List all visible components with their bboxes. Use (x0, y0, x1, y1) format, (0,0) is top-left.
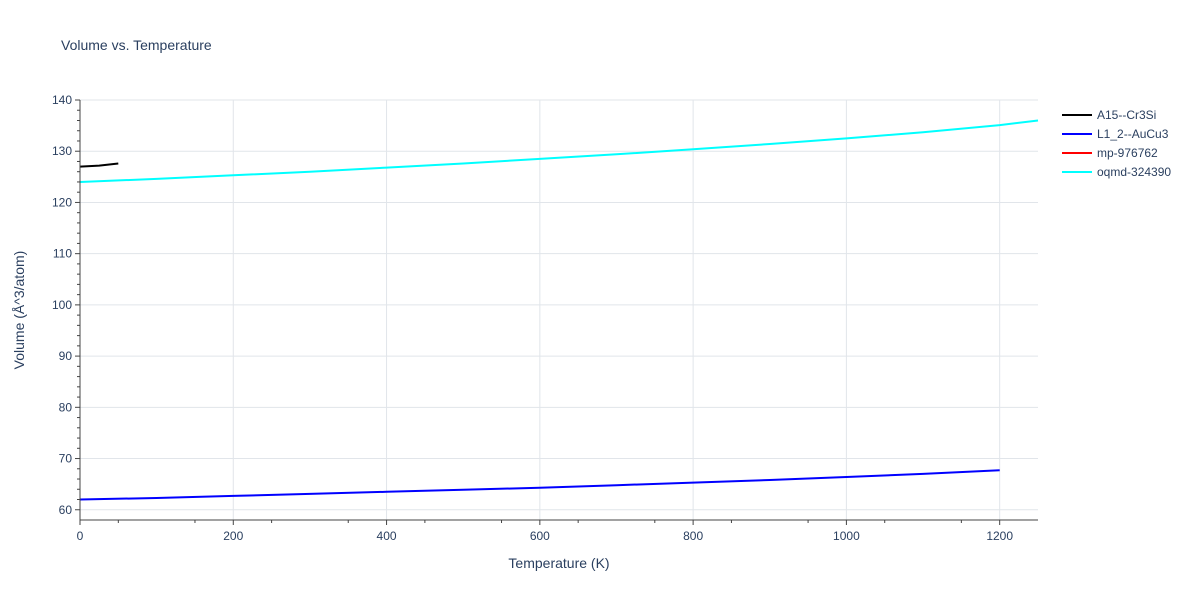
legend-label: A15--Cr3Si (1097, 108, 1156, 122)
series-line-oqmd-324390 (79, 119, 1039, 183)
x-tick-label: 600 (530, 529, 550, 543)
y-tick-label: 100 (52, 298, 72, 312)
legend-item[interactable]: A15--Cr3Si (1062, 108, 1156, 122)
legend-item[interactable]: L1_2--AuCu3 (1062, 127, 1169, 141)
y-axis-title: Volume (Å^3/atom) (11, 251, 27, 370)
legend-item[interactable]: mp-976762 (1062, 146, 1158, 160)
y-tick-label: 130 (52, 144, 72, 158)
legend-label: oqmd-324390 (1097, 165, 1171, 179)
x-tick-label: 400 (377, 529, 397, 543)
legend-item[interactable]: oqmd-324390 (1062, 165, 1171, 179)
y-tick-label: 70 (59, 452, 73, 466)
series-line-A15--Cr3Si (79, 162, 119, 168)
y-axis-ticks: 60 70 80 90 100 110 120 130 140 (52, 93, 80, 517)
series-line-L1_2--AuCu3 (79, 469, 1000, 501)
y-tick-label: 60 (59, 503, 73, 517)
legend-label: L1_2--AuCu3 (1097, 127, 1169, 141)
axes (79, 100, 1038, 521)
grid (80, 99, 1038, 520)
y-tick-label: 80 (59, 400, 73, 414)
y-tick-label: 110 (53, 247, 72, 261)
x-axis-title: Temperature (K) (508, 555, 609, 571)
legend-label: mp-976762 (1097, 146, 1158, 160)
y-tick-label: 120 (52, 195, 72, 209)
x-axis-ticks: 0 200 400 600 800 1000 1200 (77, 520, 1013, 543)
x-tick-label: 200 (223, 529, 243, 543)
x-tick-label: 0 (77, 529, 84, 543)
x-tick-label: 800 (683, 529, 703, 543)
y-tick-label: 90 (59, 349, 73, 363)
plot-lines (79, 119, 1039, 501)
y-tick-label: 140 (52, 93, 72, 107)
x-tick-label: 1000 (833, 529, 860, 543)
x-tick-label: 1200 (986, 529, 1013, 543)
legend[interactable]: A15--Cr3Si L1_2--AuCu3 mp-976762 oqmd-32439… (1062, 108, 1171, 179)
chart-title: Volume vs. Temperature (61, 37, 212, 53)
